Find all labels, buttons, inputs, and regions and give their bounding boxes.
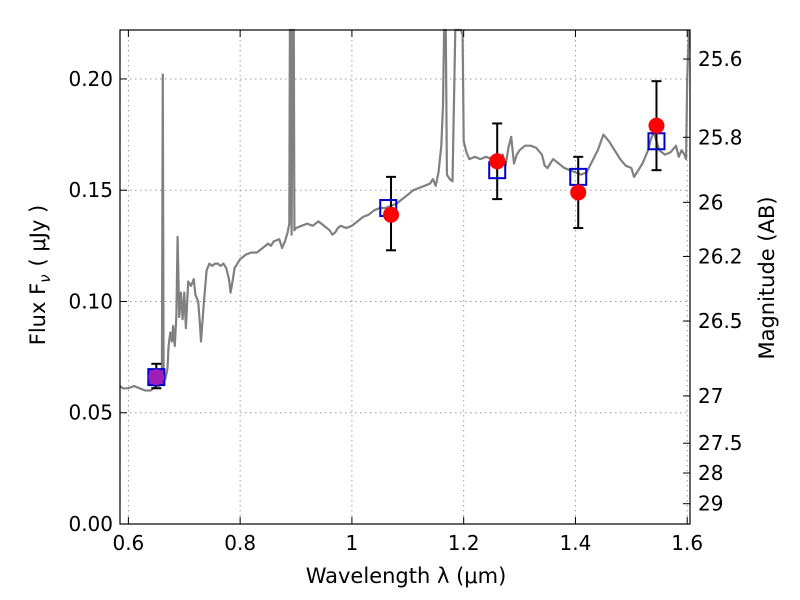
y-tick-label: 0.05 (68, 401, 113, 425)
right-axis-label: Magnitude (AB) (755, 196, 779, 359)
y-axis-label-group: Flux Fν ( μJy ) (26, 205, 54, 346)
x-tick-label: 1.4 (560, 531, 592, 555)
observed-photometry-point (570, 184, 587, 201)
y-axis-label-unit: ( μJy ) (26, 205, 50, 267)
magnitude-tick-label: 25.6 (698, 47, 743, 71)
observed-photometry-point (383, 206, 400, 223)
y-axis-label: Flux Fν ( μJy ) (26, 205, 54, 346)
x-tick-label: 1.2 (448, 531, 480, 555)
magnitude-tick-label: 26.5 (698, 309, 743, 333)
magnitude-tick-label: 28 (698, 461, 723, 485)
axis-ticks: 0.6 0.8 1 1.2 1.4 1.6 0.00 0.05 0.10 0.15 0.20 25.6… (68, 30, 743, 555)
x-tick-label: 1 (346, 531, 359, 555)
y-tick-label: 0.10 (68, 289, 113, 313)
model-spectrum-line (119, 28, 690, 392)
photometry-layer (147, 80, 666, 390)
magnitude-tick-label: 26.2 (698, 244, 743, 268)
x-tick-label: 1.6 (671, 531, 703, 555)
magnitude-tick-label: 27 (698, 384, 723, 408)
y-tick-label: 0.20 (68, 67, 113, 91)
y-tick-label: 0.00 (68, 512, 113, 536)
magnitude-tick-label: 26 (698, 190, 723, 214)
y-axis-label-main: Flux F (26, 283, 50, 345)
observed-photometry-point (148, 369, 165, 386)
magnitude-tick-label: 25.8 (698, 125, 743, 149)
magnitude-tick-label: 27.5 (698, 431, 743, 455)
x-axis-label: Wavelength λ (μm) (306, 564, 507, 588)
spectrum-layer (119, 28, 690, 392)
x-tick-label: 0.8 (224, 531, 256, 555)
magnitude-tick-label: 29 (698, 492, 723, 516)
observed-photometry-point (648, 117, 665, 134)
y-axis-label-subscript: ν (36, 274, 54, 282)
x-tick-label: 0.6 (112, 531, 144, 555)
plot-frame (119, 29, 691, 525)
y-tick-label: 0.15 (68, 178, 113, 202)
observed-photometry-point (489, 153, 506, 170)
